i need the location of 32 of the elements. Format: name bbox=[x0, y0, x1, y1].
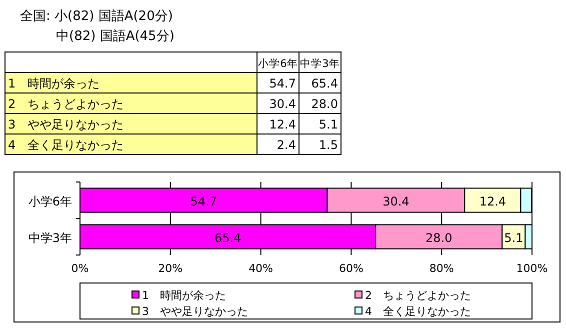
category-label: 小学6年 bbox=[258, 57, 298, 70]
data-label: 54.7 bbox=[190, 194, 217, 208]
legend-label: 3 やや足りなかった bbox=[142, 305, 248, 318]
data-label: 54.7 bbox=[269, 76, 296, 90]
text: 4 全く足りなかった bbox=[8, 138, 124, 152]
data-label: 30.4 bbox=[269, 97, 296, 111]
data-label: 12.4 bbox=[479, 194, 506, 208]
data-label: 30.4 bbox=[382, 194, 410, 208]
text: 2 ちょうどよかった bbox=[8, 97, 124, 111]
data-label: 2.4 bbox=[276, 138, 296, 152]
text: 全国: 小(82) 国語A(20分) bbox=[20, 9, 173, 24]
legend-label: 4 全く足りなかった bbox=[365, 305, 471, 318]
data-label: 28.0 bbox=[426, 230, 452, 245]
category-label: 中学3年 bbox=[300, 57, 340, 70]
text: 1 時間が余った bbox=[8, 76, 100, 90]
data-label: 5.1 bbox=[504, 230, 524, 245]
data-label: 12.4 bbox=[269, 118, 296, 132]
x-tick-label: 0% bbox=[71, 262, 89, 275]
x-tick-label: 40% bbox=[248, 262, 274, 275]
data-label: 65.4 bbox=[311, 76, 338, 90]
legend-label: 1 時間が余った bbox=[142, 289, 226, 302]
text: 3 やや足りなかった bbox=[8, 118, 124, 132]
x-tick-label: 100% bbox=[516, 262, 548, 275]
x-tick-label: 60% bbox=[338, 262, 364, 275]
data-label: 5.1 bbox=[318, 118, 338, 132]
legend-label: 2 ちょうどよかった bbox=[365, 289, 471, 302]
text: 中(82) 国語A(45分) bbox=[56, 29, 174, 44]
data-label: 28.0 bbox=[311, 97, 338, 111]
data-label: 1.5 bbox=[318, 138, 338, 152]
x-tick-label: 80% bbox=[429, 262, 454, 275]
x-tick-label: 20% bbox=[158, 262, 183, 275]
data-label: 65.4 bbox=[214, 230, 242, 245]
